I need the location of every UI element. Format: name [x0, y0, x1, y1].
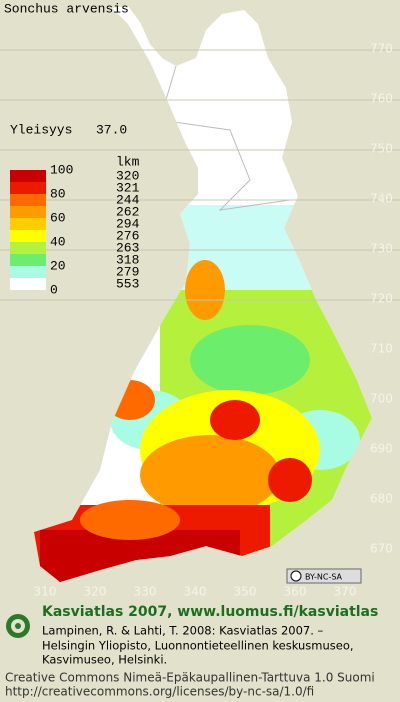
legend-class-label: 60 — [50, 210, 66, 225]
frequency-label: Yleisyys — [10, 122, 72, 137]
legend-count: 276 — [116, 228, 139, 243]
northing-label: 680 — [370, 492, 393, 506]
legend-count: 321 — [116, 180, 140, 195]
legend-swatch — [10, 254, 46, 266]
northing-label: 770 — [370, 42, 393, 56]
legend-swatch — [10, 230, 46, 242]
easting-label: 360 — [284, 585, 307, 599]
northing-label: 740 — [370, 192, 393, 206]
legend-class-label: 80 — [50, 186, 66, 201]
legend-swatch — [10, 206, 46, 218]
legend-class-label: 0 — [50, 282, 58, 297]
northing-label: 690 — [370, 442, 393, 456]
northing-label: 700 — [370, 392, 393, 406]
legend-swatch — [10, 194, 46, 206]
citation: Lampinen, R. & Lahti, T. 2008: Kasviatla… — [42, 624, 324, 638]
easting-label: 370 — [334, 585, 357, 599]
frequency-value: 37.0 — [96, 122, 127, 137]
legend-class-label: 40 — [50, 234, 66, 249]
northing-label: 730 — [370, 242, 393, 256]
legend-swatch — [10, 170, 46, 182]
region — [268, 458, 312, 502]
legend-count: 320 — [116, 168, 139, 183]
legend-swatch — [10, 182, 46, 194]
legend-swatch — [10, 242, 46, 254]
northing-label: 670 — [370, 542, 393, 556]
easting-label: 350 — [234, 585, 257, 599]
region — [140, 435, 280, 515]
legend-class-label: 100 — [50, 162, 73, 177]
region — [190, 325, 310, 395]
legend-swatch — [10, 218, 46, 230]
northing-label: 710 — [370, 342, 393, 356]
region — [80, 500, 180, 540]
legend-swatch — [10, 278, 46, 290]
grid — [0, 49, 400, 301]
legend-count: 263 — [116, 240, 139, 255]
northing-label: 750 — [370, 142, 393, 156]
license-url: http://creativecommons.org/licenses/by-n… — [5, 685, 314, 699]
legend-swatch — [10, 266, 46, 278]
easting-label: 340 — [184, 585, 207, 599]
citation: Helsingin Yliopisto, Luonnontieteellinen… — [42, 639, 354, 653]
legend-count: 244 — [116, 192, 140, 207]
easting-label: 310 — [34, 585, 57, 599]
region — [210, 400, 260, 440]
cc-badge-text: BY-NC-SA — [305, 573, 343, 582]
northing-label: 760 — [370, 92, 393, 106]
species-title: Sonchus arvensis — [4, 1, 129, 16]
footer-heading: Kasviatlas 2007, www.luomus.fi/kasviatla… — [42, 604, 378, 620]
easting-label: 320 — [84, 585, 107, 599]
legend-count: 279 — [116, 264, 139, 279]
logo — [6, 614, 30, 638]
easting-label: 330 — [134, 585, 157, 599]
legend-count: 262 — [116, 204, 139, 219]
citation: Kasvimuseo, Helsinki. — [42, 653, 167, 667]
northing-label: 720 — [370, 292, 393, 306]
region — [185, 260, 225, 320]
license: Creative Commons Nimeä-Epäkaupallinen-Ta… — [5, 671, 375, 685]
legend-class-label: 20 — [50, 258, 66, 273]
legend-count: 318 — [116, 252, 139, 267]
legend-count: 294 — [116, 216, 140, 231]
cc-badge — [286, 568, 362, 584]
cc-icon — [290, 570, 302, 582]
legend-count-header: lkm — [116, 154, 140, 169]
legend-count: 553 — [116, 276, 139, 291]
